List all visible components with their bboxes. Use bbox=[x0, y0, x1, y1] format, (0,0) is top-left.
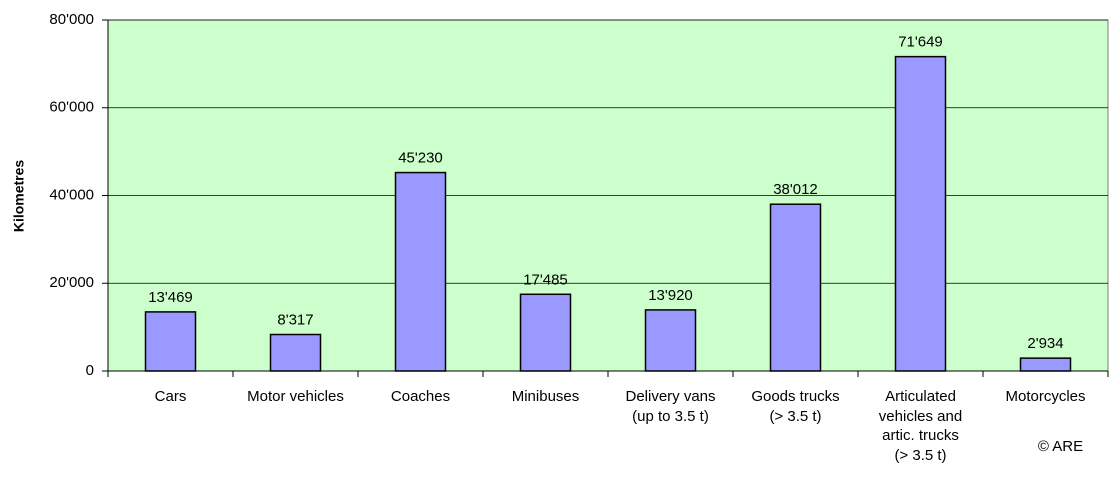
bar bbox=[269, 333, 322, 372]
value-label: 71'649 bbox=[898, 34, 943, 51]
x-tick-label: Articulated vehicles and artic. trucks (… bbox=[878, 388, 963, 464]
bar bbox=[519, 293, 572, 372]
value-label: 13'469 bbox=[148, 289, 193, 306]
annotation: © ARE bbox=[1037, 438, 1084, 455]
bar bbox=[769, 203, 822, 372]
y-tick-label: 40'000 bbox=[49, 186, 94, 203]
bar bbox=[644, 309, 697, 372]
value-label: 2'934 bbox=[1027, 335, 1063, 352]
y-tick-label: 80'000 bbox=[49, 11, 94, 28]
y-tick-label: 60'000 bbox=[49, 99, 94, 116]
x-tick-label: Minibuses bbox=[511, 388, 580, 405]
value-label: 13'920 bbox=[648, 287, 693, 304]
value-label: 38'012 bbox=[773, 181, 818, 198]
bar bbox=[394, 171, 447, 372]
bar bbox=[144, 311, 197, 372]
x-tick-label: Motor vehicles bbox=[247, 388, 344, 405]
x-tick-label: Delivery vans (up to 3.5 t) bbox=[625, 388, 716, 425]
x-tick-label: Cars bbox=[154, 388, 187, 405]
x-tick-label: Goods trucks (> 3.5 t) bbox=[751, 388, 840, 425]
y-tick-label: 20'000 bbox=[49, 274, 94, 291]
y-tick-label: 0 bbox=[86, 362, 94, 379]
bar bbox=[1019, 357, 1072, 372]
value-label: 8'317 bbox=[277, 311, 313, 328]
value-label: 45'230 bbox=[398, 150, 443, 167]
x-tick-label: Motorcycles bbox=[1005, 388, 1086, 405]
x-tick-label: Coaches bbox=[390, 388, 451, 405]
y-axis-label: Kilometres bbox=[11, 160, 27, 233]
bar bbox=[894, 55, 947, 372]
value-label: 17'485 bbox=[523, 271, 568, 288]
